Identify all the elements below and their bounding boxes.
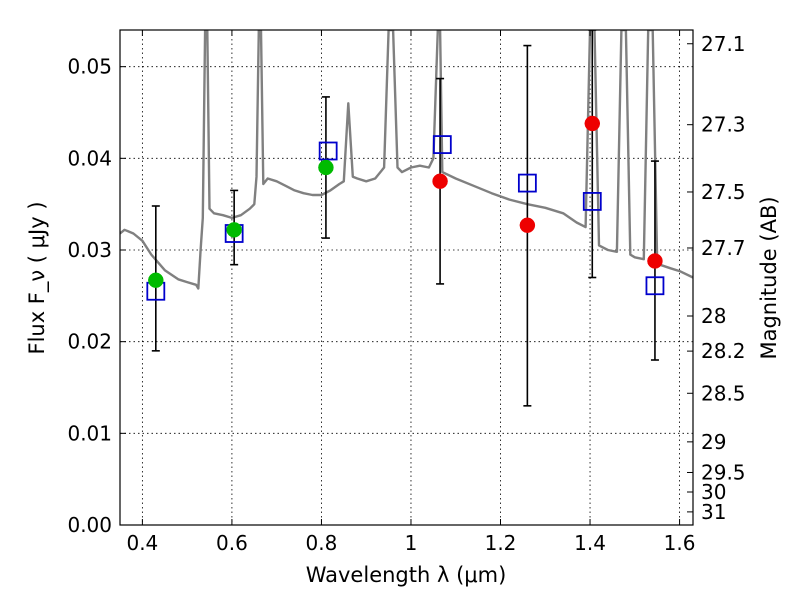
model-spectrum-line [120,30,693,290]
x-tick-label: 1.4 [574,531,606,555]
right-tick-label: 27.1 [701,32,746,56]
right-tick-label: 28.2 [701,339,746,363]
right-tick-label: 28 [701,304,726,328]
model-flux-square-marker [517,173,537,193]
x-tick-label: 0.8 [306,531,338,555]
right-tick-label: 30 [701,480,726,504]
y-tick-label: 0.05 [67,55,112,79]
right-tick-label: 27.7 [701,236,746,260]
model-flux-square-marker [582,192,602,211]
plot-background [120,30,693,525]
y-axis-label: Flux F_ν ( μJy ) [25,201,50,354]
observed-flux-circle-marker [519,217,536,233]
y-axis-right-label: Magnitude (AB) [757,196,781,359]
observed-flux-circle-marker [148,272,164,288]
x-tick-label: 1.6 [664,531,696,555]
observed-flux-circle-marker [318,159,334,176]
model-flux-square-marker [645,276,665,296]
y-tick-label: 0.03 [67,238,112,262]
y-tick-label: 0.01 [67,421,112,445]
model-spectrum-layer [120,30,693,290]
x-axis: 0.4 0.6 0.8 1 1.2 1.4 1.6 [126,30,695,555]
y-axis-left: 0.00 0.01 0.02 0.03 0.04 0.05 [67,55,126,537]
x-axis-label: Wavelength λ (μm) [306,563,507,587]
error-bar [588,30,597,279]
observed-flux-circle-marker [584,115,601,132]
x-tick-label: 1 [405,531,418,555]
observed-flux-circle-marker [226,222,242,238]
observed-flux-circle-marker [647,253,663,269]
right-tick-label: 29.5 [701,460,746,484]
right-tick-label: 28.5 [701,381,746,405]
model-flux-square-marker [432,135,452,154]
plot-frame [119,29,694,526]
y-tick-label: 0.04 [67,146,112,170]
observed-flux-circle-marker [432,173,448,189]
x-tick-label: 0.6 [216,531,248,555]
y-tick-label: 0.02 [67,330,112,354]
right-tick-label: 27.3 [701,113,746,137]
right-tick-label: 27.5 [701,180,746,204]
right-tick-label: 31 [701,500,726,524]
x-tick-label: 0.4 [126,531,158,555]
x-tick-label: 1.2 [485,531,517,555]
markers-layer [146,115,665,301]
model-flux-square-marker [318,141,338,161]
right-tick-label: 29 [701,430,726,454]
y-tick-label: 0.00 [67,513,112,537]
